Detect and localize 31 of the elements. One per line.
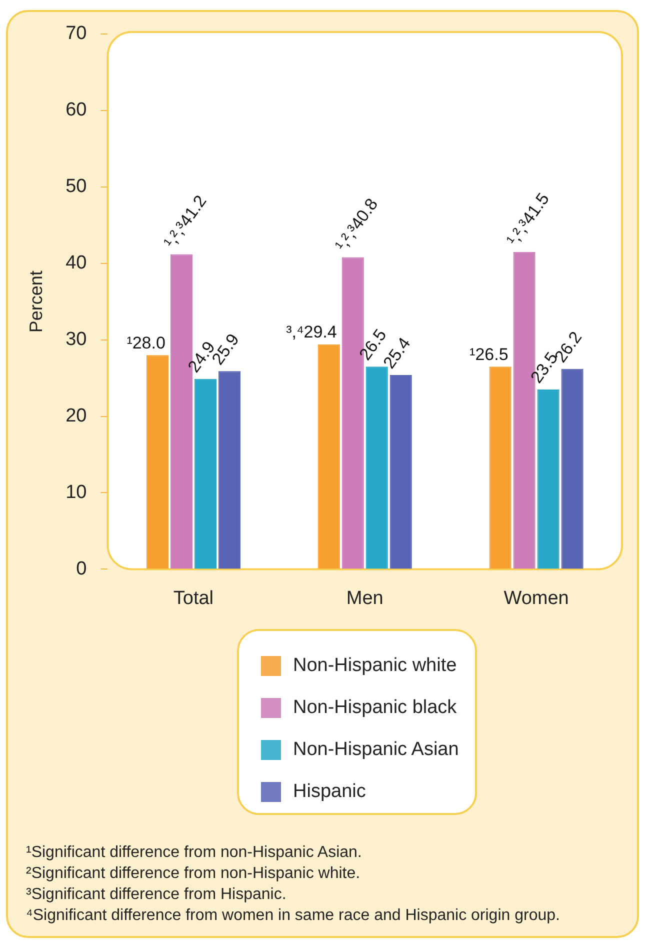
bar <box>218 371 240 569</box>
x-tick-label: Total <box>173 588 214 609</box>
text: ⁴Significant difference from women in same race and Hispanic origin group. <box>26 906 560 926</box>
data-label: ¹26.5 <box>470 344 508 364</box>
bar <box>194 378 216 569</box>
y-tick-label: 50 <box>66 176 87 198</box>
data-label: ³,⁴29.4 <box>286 322 337 342</box>
legend-label: Non-Hispanic black <box>293 697 457 719</box>
text: ³Significant difference from Hispanic. <box>26 885 288 905</box>
bar <box>390 375 412 569</box>
y-tick-label: 20 <box>66 406 87 427</box>
text: ¹Significant difference from non-Hispanic Asian. <box>26 843 363 863</box>
y-tick-label: 10 <box>66 482 87 503</box>
x-tick-label: Men <box>346 588 384 609</box>
y-tick-label: 30 <box>66 329 87 350</box>
bar <box>561 368 584 569</box>
y-tick-label: 0 <box>76 558 87 580</box>
y-axis-title: Percent <box>26 270 46 333</box>
legend-label: Non-Hispanic white <box>293 655 457 677</box>
text: ²Significant difference from non-Hispanic white. <box>26 864 362 884</box>
data-label: ¹28.0 <box>126 333 166 352</box>
bar <box>318 344 340 569</box>
bar <box>537 390 560 569</box>
y-tick-label: 60 <box>66 100 87 121</box>
y-tick-label: 70 <box>66 23 87 44</box>
bar <box>146 355 168 569</box>
legend-label: Non-Hispanic Asian <box>293 739 459 761</box>
x-tick-label: Women <box>504 588 569 609</box>
legend-label: Hispanic <box>293 781 366 803</box>
y-tick-label: 40 <box>66 252 87 274</box>
bar <box>489 366 512 569</box>
